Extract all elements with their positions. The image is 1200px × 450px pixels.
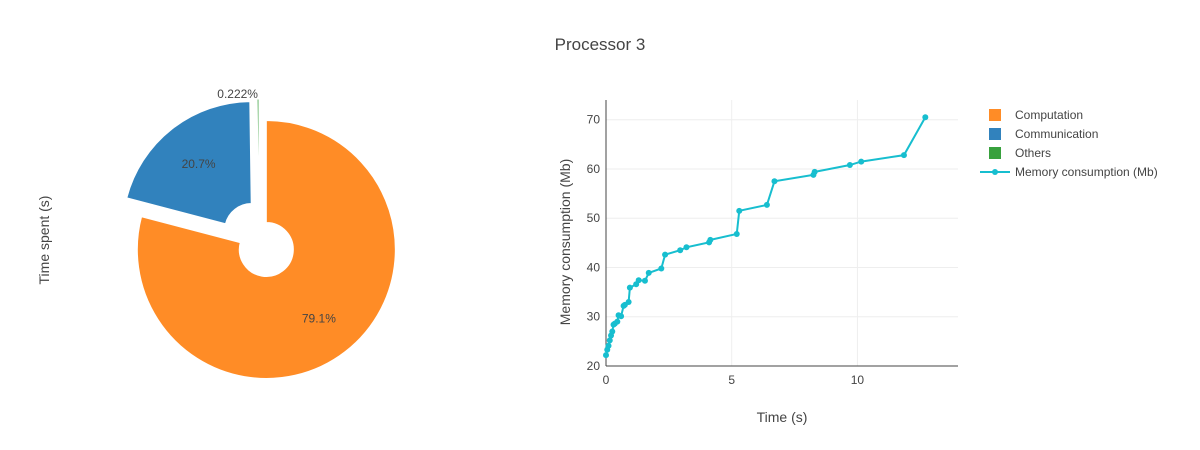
data-point[interactable] bbox=[625, 298, 632, 305]
data-point[interactable] bbox=[614, 318, 621, 325]
data-point[interactable] bbox=[677, 247, 684, 254]
data-point[interactable] bbox=[635, 277, 642, 284]
x-tick-label: 10 bbox=[851, 373, 865, 387]
x-tick-label: 0 bbox=[603, 373, 610, 387]
pie-slice-communication[interactable] bbox=[126, 101, 252, 225]
data-point[interactable] bbox=[846, 162, 853, 169]
data-point[interactable] bbox=[736, 207, 743, 214]
line-chart: 20 30 40 50 60 70 0 5 10 bbox=[587, 100, 958, 387]
data-point[interactable] bbox=[618, 313, 625, 320]
legend-swatch bbox=[989, 128, 1001, 140]
legend-item-memory-consumption-mb[interactable]: Memory consumption (Mb) bbox=[980, 165, 1158, 179]
grid-lines bbox=[606, 100, 958, 367]
pie-slice-computation[interactable] bbox=[136, 119, 396, 380]
y-tick-label: 60 bbox=[587, 162, 601, 176]
legend-swatch bbox=[989, 109, 1001, 121]
pie-slice-others[interactable] bbox=[256, 98, 260, 202]
data-point[interactable] bbox=[606, 337, 613, 344]
legend[interactable]: Computation Communication Others Memory con… bbox=[980, 108, 1158, 179]
pie-label-others: 0.222% bbox=[217, 87, 258, 101]
chart-title: Processor 3 bbox=[555, 35, 646, 54]
pie-y-axis-label: Time spent (s) bbox=[36, 196, 52, 285]
y-tick-label: 20 bbox=[587, 359, 601, 373]
data-point[interactable] bbox=[763, 201, 770, 208]
legend-item-communication[interactable]: Communication bbox=[989, 127, 1098, 141]
data-point[interactable] bbox=[662, 251, 669, 258]
pie-chart: 79.1% 20.7% 0.222% bbox=[126, 87, 396, 380]
x-tick-label: 5 bbox=[728, 373, 735, 387]
series-layer bbox=[603, 114, 929, 359]
data-point[interactable] bbox=[641, 277, 648, 284]
legend-label: Others bbox=[1015, 146, 1051, 160]
pie-label-computation: 79.1% bbox=[302, 312, 336, 326]
data-point[interactable] bbox=[811, 168, 818, 175]
y-axis-label: Memory consumption (Mb) bbox=[557, 159, 573, 326]
data-point[interactable] bbox=[609, 328, 616, 335]
data-point[interactable] bbox=[645, 269, 652, 276]
axes: 20 30 40 50 60 70 0 5 10 bbox=[587, 100, 958, 387]
legend-swatch bbox=[989, 147, 1001, 159]
legend-swatch-marker bbox=[992, 169, 998, 175]
series-line-memory[interactable] bbox=[605, 116, 927, 356]
data-point[interactable] bbox=[858, 158, 865, 165]
x-axis-label: Time (s) bbox=[757, 409, 808, 425]
pie-label-communication: 20.7% bbox=[182, 157, 216, 171]
legend-label: Communication bbox=[1015, 127, 1098, 141]
data-point[interactable] bbox=[900, 152, 907, 159]
data-point[interactable] bbox=[605, 342, 612, 349]
data-point[interactable] bbox=[658, 265, 665, 272]
data-point[interactable] bbox=[771, 178, 778, 185]
y-tick-label: 70 bbox=[587, 113, 601, 127]
y-tick-label: 40 bbox=[587, 260, 601, 274]
legend-label: Computation bbox=[1015, 108, 1083, 122]
y-tick-label: 30 bbox=[587, 310, 601, 324]
data-point[interactable] bbox=[733, 230, 740, 237]
legend-item-others[interactable]: Others bbox=[989, 146, 1051, 160]
data-point[interactable] bbox=[603, 352, 609, 359]
data-point[interactable] bbox=[626, 284, 633, 291]
legend-label: Memory consumption (Mb) bbox=[1015, 165, 1158, 179]
data-point[interactable] bbox=[707, 236, 714, 243]
legend-item-computation[interactable]: Computation bbox=[989, 108, 1083, 122]
y-tick-label: 50 bbox=[587, 211, 601, 225]
data-point[interactable] bbox=[922, 114, 929, 121]
data-point[interactable] bbox=[683, 244, 690, 251]
